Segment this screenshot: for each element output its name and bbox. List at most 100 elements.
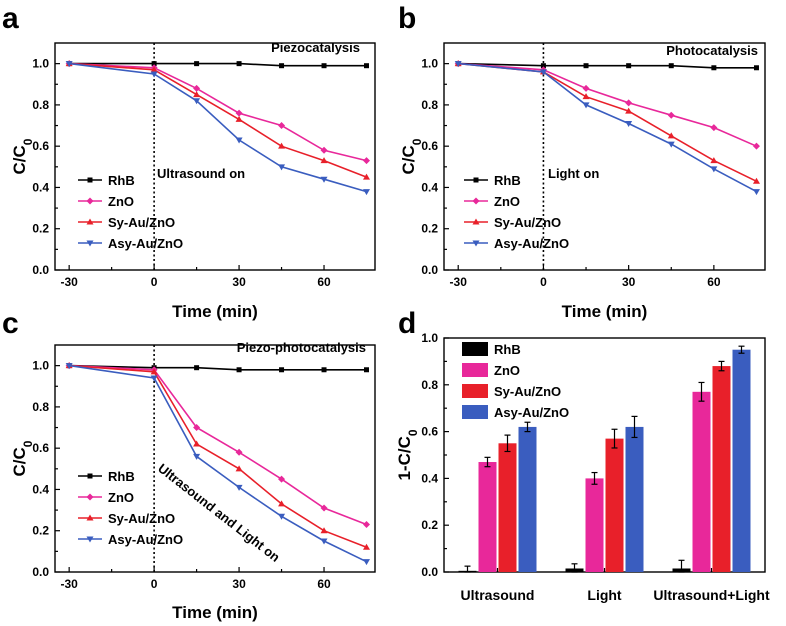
y-tick-label: 0.6 bbox=[32, 139, 49, 153]
data-point bbox=[278, 122, 286, 130]
x-tick-label: 0 bbox=[540, 275, 547, 289]
y-axis-label-sub: 0 bbox=[21, 138, 35, 145]
data-point bbox=[193, 84, 201, 92]
data-point bbox=[150, 71, 158, 78]
legend-label: RhB bbox=[108, 173, 135, 188]
data-point bbox=[625, 99, 633, 107]
series-line-Sy-Au/ZnO bbox=[458, 62, 757, 183]
bar bbox=[625, 426, 644, 572]
data-point bbox=[539, 69, 547, 76]
legend-marker bbox=[472, 197, 480, 205]
data-point bbox=[710, 124, 718, 132]
data-point bbox=[194, 61, 200, 67]
chart-panel-d: d 1-C/C0 0.0 0.2 0.4 0.6 0.8 1.0 Ultrasound Light… bbox=[395, 307, 770, 603]
data-point bbox=[363, 521, 371, 529]
legend-marker bbox=[472, 218, 480, 225]
x-tick-label: -30 bbox=[60, 275, 78, 289]
data-point bbox=[364, 63, 370, 69]
x-tick-label: 60 bbox=[317, 275, 331, 289]
annotation: Ultrasound on bbox=[157, 166, 245, 181]
y-tick-label: 0.8 bbox=[32, 98, 49, 112]
y-axis-label: C/C0 bbox=[10, 138, 35, 174]
data-point bbox=[667, 132, 675, 139]
annotation: Light on bbox=[548, 166, 599, 181]
y-axis-label-sub: 0 bbox=[410, 138, 424, 145]
legend-label: Asy-Au/ZnO bbox=[494, 236, 569, 251]
legend-label: ZnO bbox=[108, 194, 134, 209]
data-point bbox=[236, 367, 242, 373]
y-tick-label: 1.0 bbox=[421, 331, 438, 345]
data-point bbox=[320, 504, 328, 512]
legend-label: Sy-Au/ZnO bbox=[494, 384, 561, 399]
x-axis-label: Time (min) bbox=[562, 302, 648, 321]
data-point bbox=[279, 63, 285, 69]
data-point bbox=[668, 63, 674, 69]
y-tick-label: 0.8 bbox=[421, 98, 438, 112]
data-point bbox=[150, 375, 158, 382]
data-point bbox=[710, 157, 718, 164]
x-tick-label: 0 bbox=[151, 275, 158, 289]
chart-title: Photocatalysis bbox=[666, 43, 758, 58]
y-axis-label-sub: 0 bbox=[21, 440, 35, 447]
data-point bbox=[320, 157, 328, 164]
legend-marker bbox=[86, 536, 94, 543]
data-point bbox=[235, 109, 243, 117]
data-point bbox=[320, 527, 328, 534]
y-axis-label-main: C/C bbox=[10, 447, 29, 476]
legend-swatch bbox=[462, 384, 488, 398]
y-tick-label: 1.0 bbox=[32, 359, 49, 373]
data-point bbox=[236, 61, 242, 67]
y-tick-label: 0.2 bbox=[32, 524, 49, 538]
legend-swatch bbox=[462, 342, 488, 356]
bar bbox=[478, 462, 497, 572]
data-point bbox=[320, 146, 328, 154]
data-point bbox=[194, 365, 200, 371]
legend-marker bbox=[87, 473, 93, 479]
y-tick-label: 1.0 bbox=[32, 57, 49, 71]
y-tick-label: 0.0 bbox=[421, 565, 438, 579]
legend-label: Sy-Au/ZnO bbox=[108, 511, 175, 526]
data-point bbox=[320, 176, 328, 183]
y-tick-label: 0.2 bbox=[421, 222, 438, 236]
data-point bbox=[235, 448, 243, 456]
data-point bbox=[235, 484, 243, 491]
chart-title: Piezocatalysis bbox=[271, 40, 360, 55]
data-point bbox=[626, 63, 632, 69]
data-point bbox=[625, 107, 633, 114]
panel-letter: d bbox=[398, 307, 416, 340]
legend-marker bbox=[86, 493, 94, 501]
panel-letter: b bbox=[398, 2, 416, 35]
data-point bbox=[363, 559, 371, 566]
legend-label: RhB bbox=[494, 173, 521, 188]
data-point bbox=[363, 543, 371, 550]
y-tick-label: 0.0 bbox=[421, 263, 438, 277]
y-axis-label-main: C/C bbox=[10, 145, 29, 174]
plot-frame bbox=[54, 344, 376, 573]
y-axis-label: 1-C/C0 bbox=[395, 429, 420, 480]
y-tick-label: 0.4 bbox=[421, 471, 438, 485]
y-tick-label: 0.8 bbox=[421, 378, 438, 392]
data-point bbox=[711, 65, 717, 71]
y-tick-label: 0.0 bbox=[32, 263, 49, 277]
data-point bbox=[235, 137, 243, 144]
x-tick-label: 30 bbox=[232, 275, 246, 289]
data-point bbox=[582, 93, 590, 100]
legend-label: Asy-Au/ZnO bbox=[494, 405, 569, 420]
y-tick-label: 0.6 bbox=[32, 441, 49, 455]
legend-label: ZnO bbox=[494, 194, 520, 209]
data-point bbox=[321, 63, 327, 69]
y-tick-label: 0.4 bbox=[32, 180, 49, 194]
data-point bbox=[364, 367, 370, 373]
data-point bbox=[625, 120, 633, 127]
y-tick-label: 1.0 bbox=[421, 57, 438, 71]
x-tick-label: 60 bbox=[317, 577, 331, 591]
x-tick-label: 30 bbox=[622, 275, 636, 289]
chart-title: Piezo-photocatalysis bbox=[237, 340, 366, 355]
bar bbox=[498, 443, 517, 572]
legend-label: ZnO bbox=[494, 363, 520, 378]
legend-label: Sy-Au/ZnO bbox=[108, 215, 175, 230]
